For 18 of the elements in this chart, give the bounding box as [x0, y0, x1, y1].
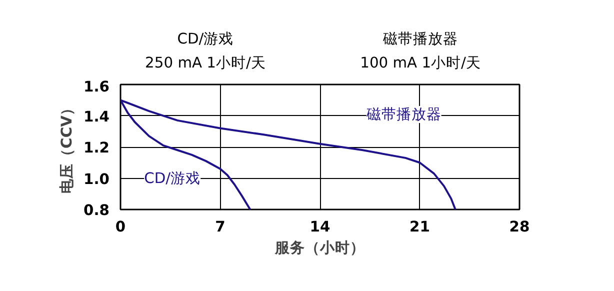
- x-tick-label: 0: [115, 218, 126, 236]
- x-tick-label: 14: [310, 218, 330, 236]
- text: 250 mA 1小时/天: [145, 54, 266, 72]
- y-axis-title: 电压（CCV）: [58, 100, 76, 194]
- x-tick-label: 28: [509, 218, 530, 236]
- y-tick-label: 1.4: [84, 108, 110, 126]
- x-axis-title: 服务（小时）: [274, 240, 365, 256]
- text: 100 mA 1小时/天: [360, 54, 481, 72]
- text: CD/游戏: [177, 30, 234, 48]
- x-tick-label: 21: [410, 218, 430, 236]
- y-tick-label: 1.2: [84, 140, 110, 156]
- text: 磁带播放器: [382, 30, 458, 48]
- x-tick-label: 7: [215, 218, 226, 236]
- series-label: 磁带播放器: [365, 106, 442, 123]
- y-tick-label: 1.0: [84, 170, 110, 188]
- y-tick-label: 1.6: [84, 78, 110, 96]
- series-label: CD/游戏: [144, 170, 201, 187]
- y-tick-label: 0.8: [84, 202, 110, 219]
